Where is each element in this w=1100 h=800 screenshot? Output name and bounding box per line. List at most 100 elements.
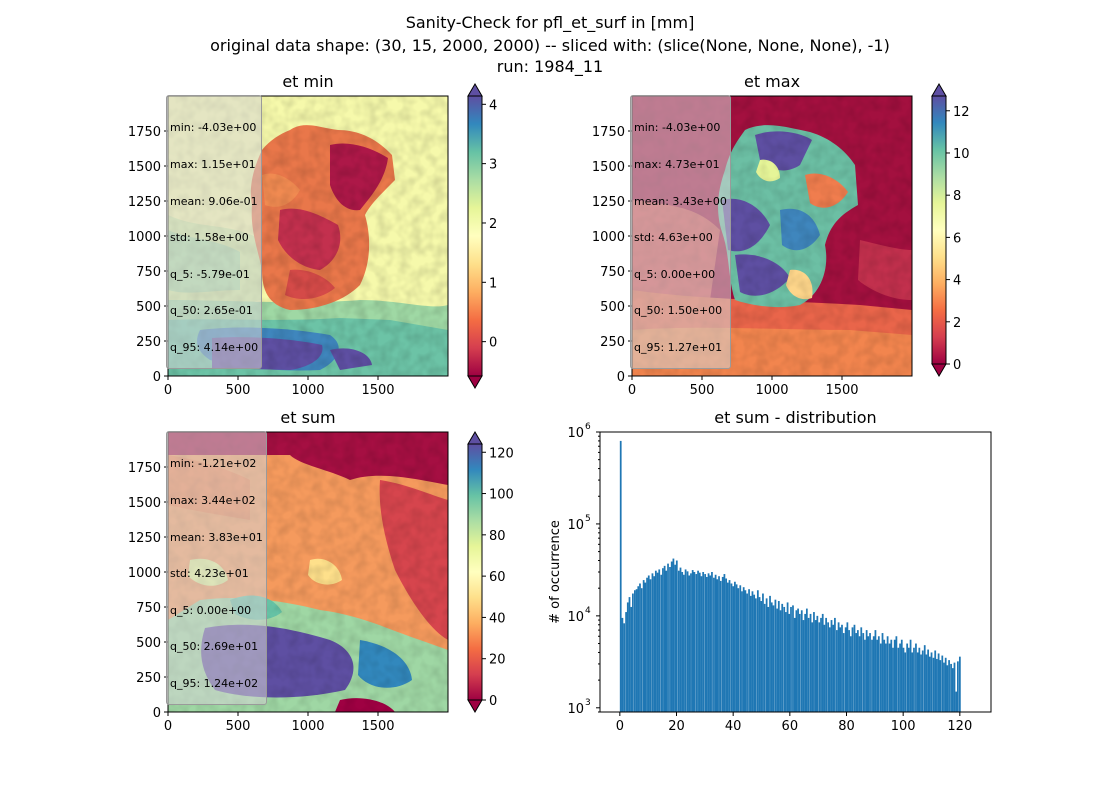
histogram-bar xyxy=(623,623,625,712)
histogram-bar xyxy=(853,624,856,712)
histogram-bar xyxy=(711,572,713,712)
histogram-bar xyxy=(872,636,875,712)
y-tick-label: 250 xyxy=(600,335,625,350)
histogram-bar xyxy=(770,602,773,712)
colorbar-tick-label: 6 xyxy=(953,231,961,246)
histogram-bar xyxy=(769,595,771,712)
hist-y-tick-exponent: 6 xyxy=(585,422,591,432)
histogram-bar xyxy=(902,647,905,712)
hist-y-tick-label: 10 xyxy=(567,426,584,441)
histogram-bar xyxy=(934,650,937,712)
histogram-bar xyxy=(669,567,671,712)
stat-line: q_5: 0.00e+00 xyxy=(634,267,716,281)
colorbar-tick-label: 20 xyxy=(489,653,506,668)
histogram-bar xyxy=(948,660,950,712)
histogram-bar xyxy=(813,612,815,712)
histogram-bar xyxy=(621,617,624,712)
histogram-bar xyxy=(906,643,909,712)
histogram-bar xyxy=(716,579,719,712)
et-min-axes: 0 500 1000 1500 0 250 500 750 1000 1250 1500 1750 xyxy=(128,125,395,398)
histogram-bar xyxy=(856,630,859,712)
histogram-bar xyxy=(628,597,631,712)
et-sum-axes: 0 500 1000 1500 0 250 500 750 1000 1250 1500 1750 xyxy=(128,461,395,734)
histogram-bar xyxy=(881,633,884,712)
histogram-bar xyxy=(821,613,824,712)
histogram-bar xyxy=(683,574,685,712)
x-tick-label: 500 xyxy=(226,719,251,734)
histogram-bar xyxy=(640,588,643,712)
histogram-bar xyxy=(892,647,894,712)
histogram-bar xyxy=(654,570,657,712)
histogram-bar xyxy=(939,660,942,712)
histogram-bar xyxy=(885,643,887,712)
histogram-bar xyxy=(848,630,850,712)
histogram-bar xyxy=(767,606,770,712)
histogram-bar xyxy=(772,605,775,712)
histogram-bar xyxy=(763,603,766,712)
x-tick-label: 1500 xyxy=(825,383,858,398)
colorbar-tick-label: 12 xyxy=(953,105,970,120)
y-tick-label: 1250 xyxy=(128,195,161,210)
histogram-bar xyxy=(909,639,912,712)
et-sum-colorbar-ticks: 0 20 40 60 80 100 120 xyxy=(482,446,514,709)
histogram-bar xyxy=(735,584,738,712)
stat-line: mean: 9.06e-01 xyxy=(170,194,258,208)
y-tick-label: 1500 xyxy=(128,160,161,175)
histogram-bar xyxy=(660,574,663,712)
et-min-stats-box: min: -4.03e+00 max: 1.15e+01 mean: 9.06e… xyxy=(166,95,263,370)
histogram-bar xyxy=(705,576,708,712)
colorbar-tick-label: 2 xyxy=(953,316,961,331)
histogram-bar xyxy=(925,654,928,712)
histogram-bar xyxy=(677,570,680,712)
histogram-bar xyxy=(746,593,748,712)
histogram-bar xyxy=(883,639,886,712)
stat-line: min: -4.03e+00 xyxy=(634,121,721,135)
histogram-bar xyxy=(714,574,717,712)
stat-line: mean: 3.43e+00 xyxy=(634,194,727,208)
y-tick-label: 250 xyxy=(136,671,161,686)
x-tick-label: 500 xyxy=(690,383,715,398)
colorbar-tick-label: 60 xyxy=(489,570,506,585)
histogram-bar xyxy=(927,649,930,712)
histogram-bar xyxy=(837,622,840,712)
histogram-bar xyxy=(874,630,877,712)
et-max-colorbar-ticks: 0 2 4 6 8 10 12 xyxy=(946,105,970,373)
et-sum-title: et sum xyxy=(280,408,336,427)
histogram-bar xyxy=(913,647,915,712)
histogram-bar xyxy=(642,580,645,712)
histogram-bar xyxy=(639,583,641,712)
histogram-bar xyxy=(619,440,622,712)
histogram-bar xyxy=(723,574,726,712)
histogram-bar xyxy=(827,622,829,712)
histogram-bar xyxy=(675,560,678,712)
histogram-bar xyxy=(920,654,922,712)
histogram-bar xyxy=(644,582,647,712)
histogram-bar xyxy=(953,662,956,712)
histogram-bar xyxy=(728,580,731,712)
histogram-bar xyxy=(730,583,733,712)
hist-x-tick-label: 80 xyxy=(838,719,855,734)
histogram-bar xyxy=(798,613,801,712)
histogram-bar xyxy=(862,633,865,712)
histogram-bar xyxy=(849,636,852,712)
y-tick-label: 1000 xyxy=(592,230,625,245)
stat-line: max: 4.73e+01 xyxy=(634,158,720,172)
histogram-bar xyxy=(663,565,666,712)
stat-line: q_5: 0.00e+00 xyxy=(170,603,252,617)
histogram-bar xyxy=(841,624,843,712)
histogram-bar xyxy=(899,643,901,712)
histogram-bar xyxy=(765,598,768,712)
et-sum-colorbar xyxy=(468,444,482,700)
histogram-bar xyxy=(667,563,669,712)
histogram-bar xyxy=(890,639,893,712)
histogram-bar xyxy=(858,636,861,712)
histogram-bar xyxy=(844,627,847,712)
hist-y-tick-exponent: 3 xyxy=(585,698,591,708)
histogram-bar xyxy=(776,608,778,712)
stat-line: std: 4.23e+01 xyxy=(170,567,249,581)
stat-line: q_95: 4.14e+00 xyxy=(170,341,259,355)
histogram-bar xyxy=(756,590,759,712)
colorbar-tick-label: 0 xyxy=(489,336,497,351)
colorbar-tick-label: 3 xyxy=(489,158,497,173)
